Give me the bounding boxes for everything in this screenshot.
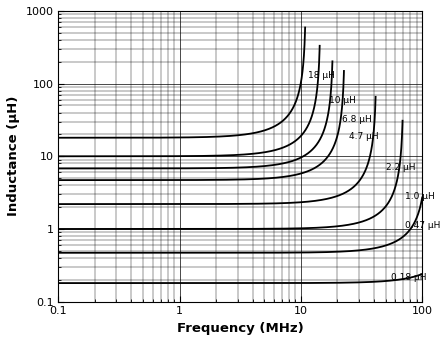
Text: 1.0 μH: 1.0 μH (405, 192, 435, 201)
X-axis label: Frequency (MHz): Frequency (MHz) (177, 322, 304, 335)
Text: 10 μH: 10 μH (329, 96, 356, 105)
Text: 0.47 μH: 0.47 μH (405, 222, 440, 231)
Y-axis label: Inductance (μH): Inductance (μH) (7, 96, 20, 216)
Text: 0.18 μH: 0.18 μH (391, 273, 426, 282)
Text: 18 μH: 18 μH (308, 71, 335, 80)
Text: 2.2 μH: 2.2 μH (386, 163, 415, 172)
Text: 4.7 μH: 4.7 μH (349, 132, 379, 141)
Text: 6.8 μH: 6.8 μH (342, 115, 372, 124)
